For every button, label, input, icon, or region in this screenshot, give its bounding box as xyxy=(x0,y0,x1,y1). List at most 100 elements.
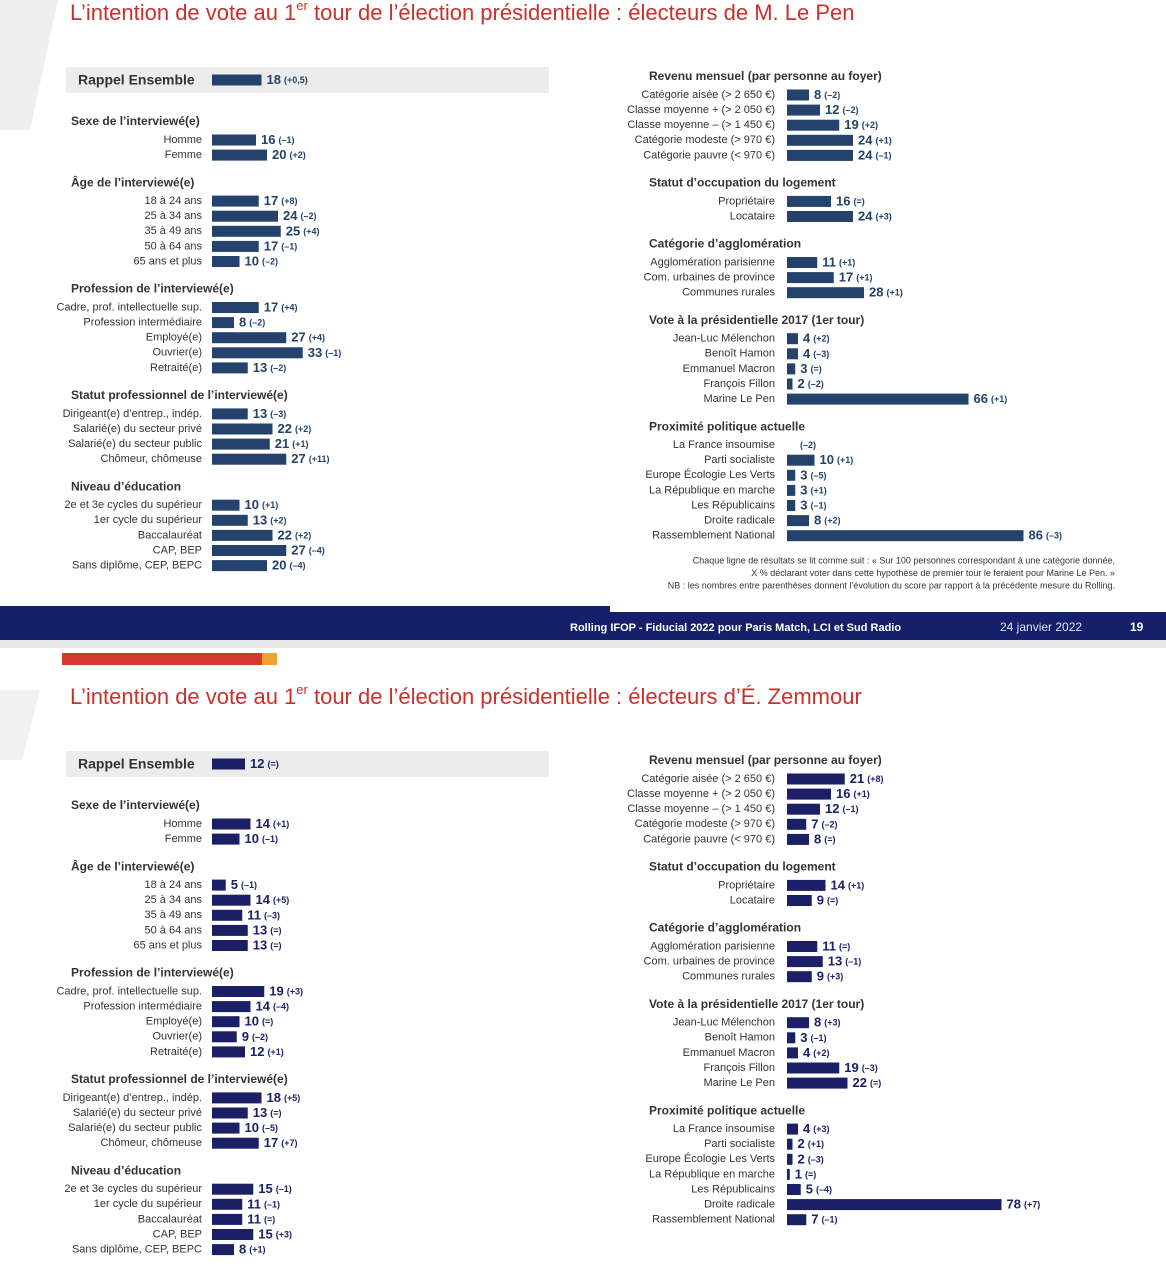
group-header: Profession de l’interviewé(e) xyxy=(71,966,234,980)
value: 10 xyxy=(245,498,259,513)
bar xyxy=(787,1199,1002,1211)
value: 16 xyxy=(836,194,850,209)
bar xyxy=(787,211,853,222)
row-label: Retraité(e) xyxy=(150,362,202,374)
decoration xyxy=(0,690,40,760)
value: 2 xyxy=(798,376,805,391)
value: 24 xyxy=(283,209,298,224)
value-label: 10 (+1) xyxy=(245,498,279,513)
row-label: Communes rurales xyxy=(682,971,775,983)
bar xyxy=(787,1214,807,1226)
bar xyxy=(787,469,796,481)
change: (+4) xyxy=(309,333,325,343)
change: (+2) xyxy=(824,516,840,526)
value-label: 8 (–2) xyxy=(239,315,265,330)
change: (–1) xyxy=(842,805,858,815)
value: 19 xyxy=(269,984,283,999)
bar xyxy=(212,1183,254,1195)
row-label: Classe moyenne – (> 1 450 €) xyxy=(627,803,775,815)
value-label: 13 (=) xyxy=(253,938,282,953)
change: (+1) xyxy=(262,501,278,511)
footer-band xyxy=(0,612,1166,640)
value-label: 4 (+2) xyxy=(803,1045,830,1060)
value: 8 xyxy=(239,1242,246,1257)
change: (+1) xyxy=(991,394,1007,404)
value-label: 78 (+7) xyxy=(1007,1197,1041,1212)
bar xyxy=(212,924,248,936)
value-label: 33 (–1) xyxy=(308,345,341,360)
bar xyxy=(212,1031,237,1043)
value-label: 9 (+3) xyxy=(817,969,844,984)
row-label: Baccalauréat xyxy=(138,1213,202,1225)
bar xyxy=(212,317,234,329)
group-header: Profession de l’interviewé(e) xyxy=(71,282,234,296)
bar xyxy=(787,833,809,845)
change: (+5) xyxy=(273,896,289,906)
value-label: 2 (–2) xyxy=(798,376,824,391)
bar xyxy=(787,1184,801,1195)
row-label: Sans diplôme, CEP, BEPC xyxy=(72,560,202,572)
change: (+8) xyxy=(867,774,883,784)
bar xyxy=(212,1092,262,1104)
row-label: Marine Le Pen xyxy=(703,1077,775,1089)
bar xyxy=(212,1107,248,1119)
value-label: 28 (+1) xyxy=(869,285,903,300)
bar xyxy=(787,333,798,345)
value: 11 xyxy=(247,1197,261,1212)
bar xyxy=(212,74,262,86)
title-text: tour de l’élection présidentielle : élec… xyxy=(308,684,862,709)
footer-page: 19 xyxy=(1130,620,1144,634)
row-label: Classe moyenne + (> 2 050 €) xyxy=(627,104,775,116)
change: (=) xyxy=(262,1017,273,1027)
change: (–2) xyxy=(270,363,286,373)
value-label: 66 (+1) xyxy=(974,392,1008,407)
value-label: 12 (–1) xyxy=(825,802,858,817)
value-label: 13 (=) xyxy=(253,923,282,938)
row-label: Ouvrier(e) xyxy=(152,347,202,359)
change: (=) xyxy=(827,896,838,906)
note: X % déclarant voter dans cette hypothèse… xyxy=(751,568,1115,578)
group-header: Âge de l’interviewé(e) xyxy=(71,174,194,189)
bar xyxy=(212,210,278,222)
row-label: Profession intermédiaire xyxy=(83,317,202,329)
value: 8 xyxy=(239,315,246,330)
value-label: 17 (+1) xyxy=(839,270,873,285)
value-label: 4 (+2) xyxy=(803,331,830,346)
group-header: Revenu mensuel (par personne au foyer) xyxy=(649,69,882,83)
change: (+1) xyxy=(810,486,826,496)
value: 24 xyxy=(858,133,873,148)
row-label: La République en marche xyxy=(649,1168,775,1180)
row-label: 18 à 24 ans xyxy=(145,879,203,891)
group-header: Statut d’occupation du logement xyxy=(649,860,836,874)
row-label: Baccalauréat xyxy=(138,529,202,541)
row-label: Femme xyxy=(165,149,202,161)
bar xyxy=(212,256,240,267)
change: (–1) xyxy=(810,501,826,511)
change: (=) xyxy=(270,926,281,936)
bar xyxy=(787,1168,790,1180)
group-header: Catégorie d’agglomération xyxy=(649,237,801,251)
change: (–2) xyxy=(842,105,858,115)
row-label: Cadre, prof. intellectuelle sup. xyxy=(56,985,202,997)
row-label: Ouvrier(e) xyxy=(152,1031,202,1043)
value: 8 xyxy=(814,832,821,847)
row-label: Droite radicale xyxy=(704,515,775,527)
value: 22 xyxy=(278,421,292,436)
value-label: 16 (=) xyxy=(836,194,865,209)
value: 11 xyxy=(822,939,836,954)
row-label: Benoît Hamon xyxy=(705,1032,775,1044)
row-label: Locataire xyxy=(730,210,775,222)
value: 8 xyxy=(814,513,821,528)
row-label: Rassemblement National xyxy=(652,530,775,542)
row-label: Salarié(e) du secteur privé xyxy=(73,1107,202,1119)
value: 9 xyxy=(242,1029,249,1044)
value: 17 xyxy=(264,239,278,254)
bar xyxy=(787,500,796,511)
value: 4 xyxy=(803,1045,811,1060)
change: (+1) xyxy=(249,1245,265,1255)
value: 17 xyxy=(264,194,278,209)
row-label: Dirigeant(e) d’entrep., indép. xyxy=(63,1092,202,1104)
change: (=) xyxy=(853,197,864,207)
bar xyxy=(787,393,969,405)
